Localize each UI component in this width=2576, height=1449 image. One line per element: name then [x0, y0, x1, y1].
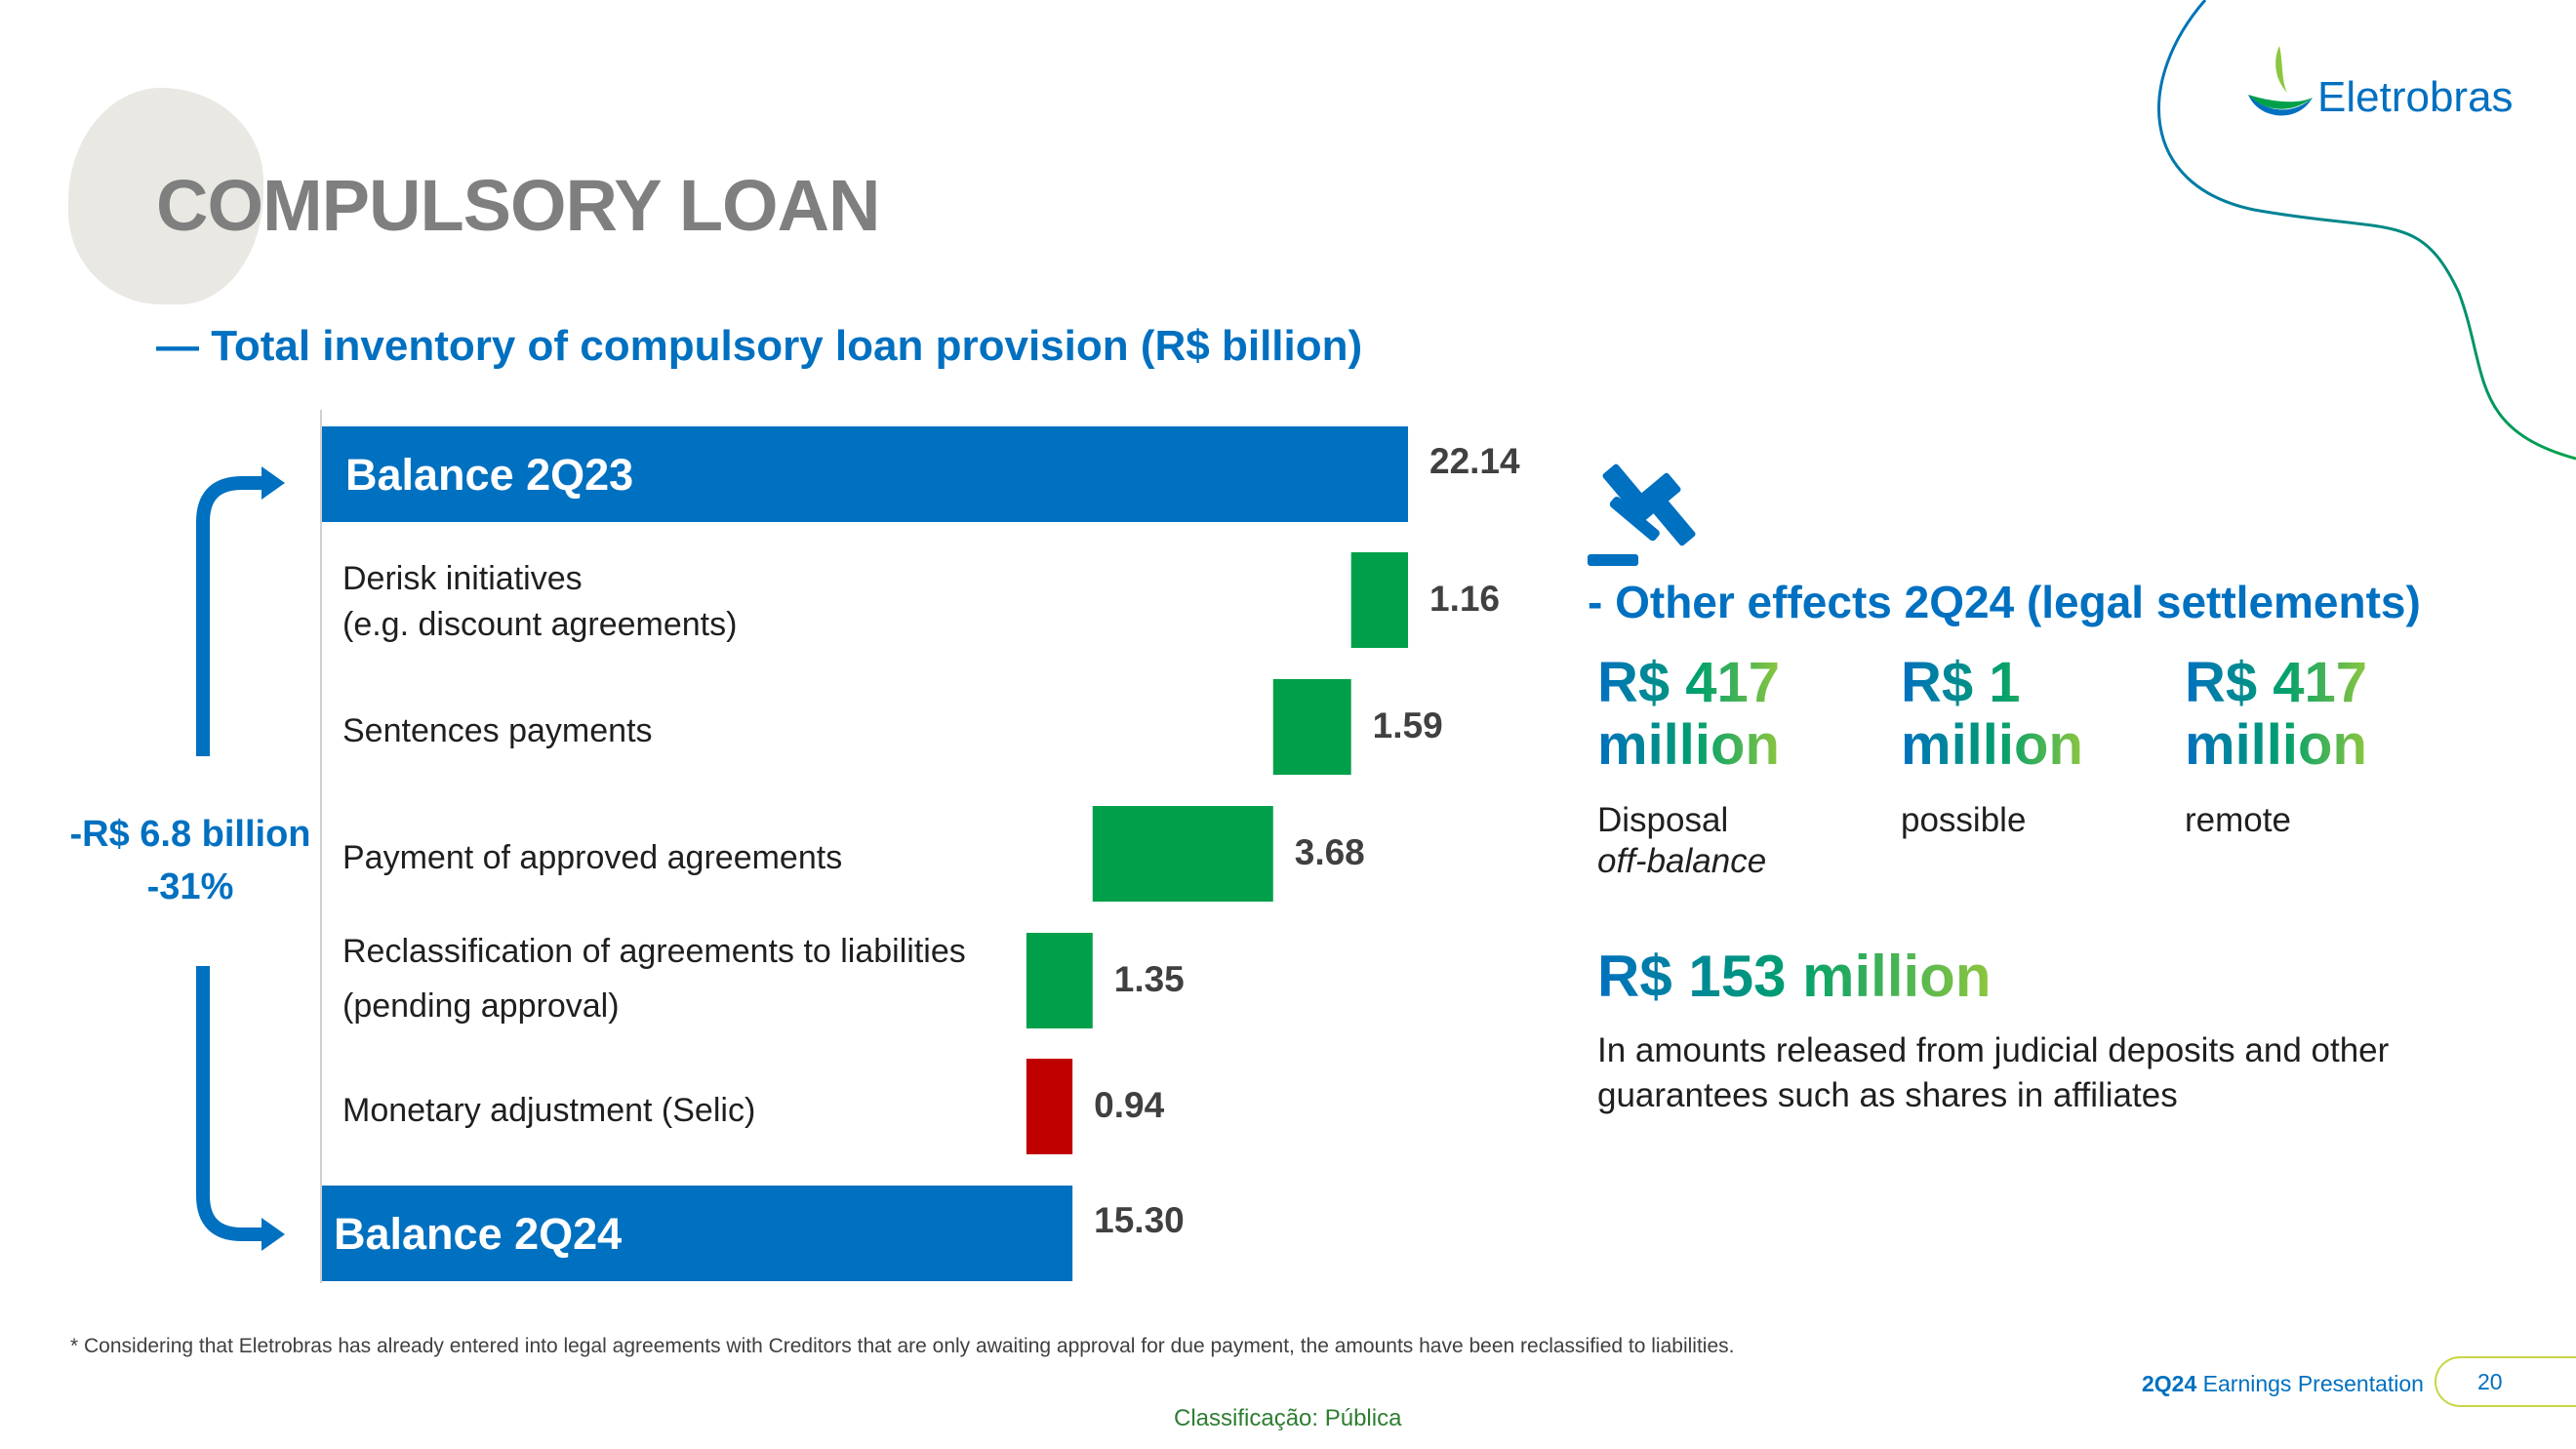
category-label: (e.g. discount agreements)	[342, 606, 737, 643]
stat-disposal: R$ 417 million Disposal off-balance	[1597, 652, 1780, 882]
stat-description: remote	[2185, 800, 2367, 841]
stat-remote: R$ 417 million remote	[2185, 652, 2367, 841]
total-change-annotation: -R$ 6.8 billion -31%	[59, 808, 322, 913]
value-label: 22.14	[1429, 441, 1520, 481]
waterfall-chart: 22.14 Balance 2Q23 1.16 Derisk initiatives (…	[196, 410, 1520, 1283]
page-title: COMPULSORY LOAN	[156, 165, 880, 246]
bar-decrease	[1092, 806, 1273, 902]
bracket-arrowhead-bottom	[262, 1218, 285, 1251]
stat-description: Disposal off-balance	[1597, 800, 1780, 882]
decorative-curve	[2157, 0, 2576, 461]
stat-desc-italic: off-balance	[1597, 842, 1767, 880]
chart-subtitle: — Total inventory of compulsory loan pro…	[156, 322, 1363, 370]
value-label: 1.16	[1429, 579, 1500, 619]
value-label: 1.35	[1114, 959, 1185, 999]
gavel-icon	[1588, 463, 1696, 566]
stat-desc-text: Disposal	[1597, 801, 1729, 839]
category-label: Sentences payments	[342, 712, 653, 749]
eletrobras-logo-icon	[2248, 46, 2313, 116]
presentation-name: Earnings Presentation	[2196, 1371, 2424, 1396]
stat-amount-line2: million	[1901, 713, 2083, 777]
bar-decrease	[1272, 679, 1351, 775]
decorative-blob	[68, 88, 263, 304]
category-label: Balance 2Q23	[345, 450, 633, 500]
value-label: 15.30	[1094, 1200, 1185, 1240]
bar-decrease	[1026, 933, 1093, 1028]
bar-decrease	[1350, 552, 1408, 648]
category-label: (pending approval)	[342, 987, 620, 1025]
released-description: In amounts released from judicial deposi…	[1597, 1031, 2390, 1114]
value-label: 0.94	[1094, 1085, 1164, 1125]
stat-description: possible	[1901, 800, 2083, 841]
stat-possible: R$ 1 million possible	[1901, 652, 2083, 841]
released-amount: R$ 153 million	[1597, 944, 1992, 1009]
category-label: Reclassification of agreements to liabil…	[342, 933, 966, 970]
footnote: * Considering that Eletrobras has alread…	[70, 1335, 1735, 1357]
total-change-amount: -R$ 6.8 billion	[69, 814, 311, 855]
bar-increase	[1026, 1059, 1073, 1154]
bracket-arrow-top	[196, 476, 265, 756]
category-label: Monetary adjustment (Selic)	[342, 1092, 755, 1129]
classification-label: Classificação: Pública	[1174, 1405, 1402, 1431]
brand-name: Eletrobras	[2317, 73, 2514, 121]
bracket-arrow-bottom	[196, 966, 265, 1241]
stat-desc-text: possible	[1901, 801, 2027, 839]
stat-amount-line2: million	[2185, 713, 2367, 777]
stat-amount-line1: R$ 417	[1597, 651, 1781, 714]
presentation-quarter: 2Q24	[2142, 1371, 2197, 1396]
value-label: 3.68	[1295, 832, 1365, 872]
presentation-label: 2Q24 Earnings Presentation	[2142, 1371, 2424, 1397]
category-label: Derisk initiatives	[342, 560, 583, 597]
category-label: Balance 2Q24	[334, 1209, 622, 1259]
total-change-percent: -31%	[146, 866, 234, 907]
stat-desc-text: remote	[2185, 801, 2291, 839]
stat-amount-line1: R$ 417	[2185, 651, 2368, 714]
other-effects-heading: - Other effects 2Q24 (legal settlements)	[1588, 577, 2421, 627]
stat-amount-line2: million	[1597, 713, 1780, 777]
bar-total	[322, 1186, 1073, 1281]
category-label: Payment of approved agreements	[342, 839, 842, 876]
page-number: 20	[2435, 1356, 2576, 1407]
value-label: 1.59	[1373, 705, 1443, 745]
stat-amount-line1: R$ 1	[1901, 652, 2083, 714]
bracket-arrowhead-top	[262, 466, 285, 500]
bar-total	[322, 426, 1408, 522]
